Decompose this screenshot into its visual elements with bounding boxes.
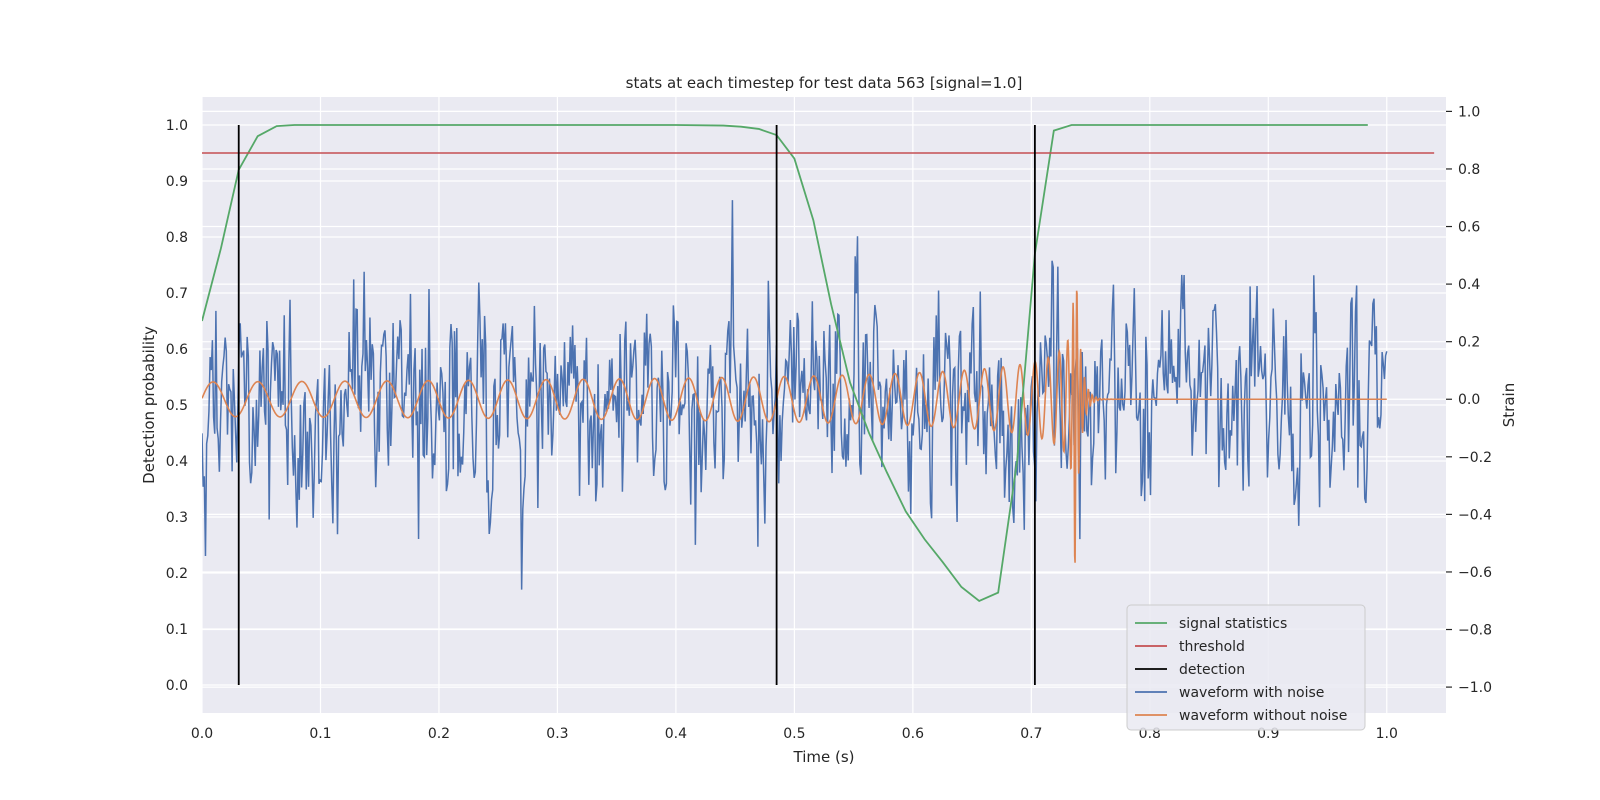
y-tick-label-right: −1.0 bbox=[1458, 680, 1492, 696]
y-tick-label-left: 0.7 bbox=[166, 286, 188, 302]
y-tick-label-left: 0.9 bbox=[166, 174, 188, 190]
y-tick-label-left: 0.2 bbox=[166, 566, 188, 582]
x-tick-label: 0.6 bbox=[902, 726, 924, 742]
x-tick-label: 0.5 bbox=[783, 726, 805, 742]
y-tick-label-left: 0.8 bbox=[166, 230, 188, 246]
y-tick-label-left: 1.0 bbox=[166, 118, 188, 134]
y-tick-label-left: 0.5 bbox=[166, 398, 188, 414]
legend-box bbox=[1126, 604, 1366, 731]
legend-label: waveform with noise bbox=[1179, 685, 1324, 701]
x-tick-label: 0.2 bbox=[428, 726, 450, 742]
legend: signal statistics threshold detection wavef… bbox=[1126, 604, 1366, 731]
x-axis-label: Time (s) bbox=[793, 748, 855, 766]
y-tick-label-left: 0.1 bbox=[166, 622, 188, 638]
y-axis-label-left: Detection probability bbox=[140, 326, 158, 484]
legend-label: detection bbox=[1179, 662, 1245, 678]
legend-label: threshold bbox=[1179, 639, 1245, 655]
y-tick-label-left: 0.6 bbox=[166, 342, 188, 358]
y-tick-label-right: 0.8 bbox=[1458, 162, 1480, 178]
x-tick-label: 0.4 bbox=[665, 726, 687, 742]
y-tick-label-left: 0.3 bbox=[166, 510, 188, 526]
legend-label: signal statistics bbox=[1179, 616, 1287, 632]
legend-label: waveform without noise bbox=[1179, 708, 1347, 724]
x-tick-label: 0.1 bbox=[309, 726, 331, 742]
y-tick-label-right: −0.4 bbox=[1458, 507, 1492, 523]
x-tick-label: 1.0 bbox=[1376, 726, 1398, 742]
x-tick-label: 0.3 bbox=[546, 726, 568, 742]
y-tick-label-left: 0.4 bbox=[166, 454, 188, 470]
chart-title: stats at each timestep for test data 563… bbox=[626, 74, 1023, 92]
series-signal-statistics bbox=[202, 124, 1368, 603]
series-waveform-without-noise bbox=[202, 290, 1387, 563]
y-tick-label-right: 0.0 bbox=[1458, 392, 1480, 408]
y-tick-label-right: −0.8 bbox=[1458, 623, 1492, 639]
x-tick-label: 0.0 bbox=[191, 726, 213, 742]
y-tick-label-right: 0.2 bbox=[1458, 335, 1480, 351]
series-waveform-with-noise bbox=[202, 200, 1388, 590]
series-layer bbox=[202, 124, 1435, 685]
x-tick-label: 0.7 bbox=[1020, 726, 1042, 742]
y-tick-label-right: −0.6 bbox=[1458, 565, 1492, 581]
y-tick-label-right: 1.0 bbox=[1458, 104, 1480, 120]
y-tick-label-right: 0.4 bbox=[1458, 277, 1480, 293]
y-tick-label-left: 0.0 bbox=[166, 678, 188, 694]
y-tick-label-right: −0.2 bbox=[1458, 450, 1492, 466]
y-tick-label-right: 0.6 bbox=[1458, 220, 1480, 236]
y-axis-label-right: Strain bbox=[1500, 383, 1518, 427]
